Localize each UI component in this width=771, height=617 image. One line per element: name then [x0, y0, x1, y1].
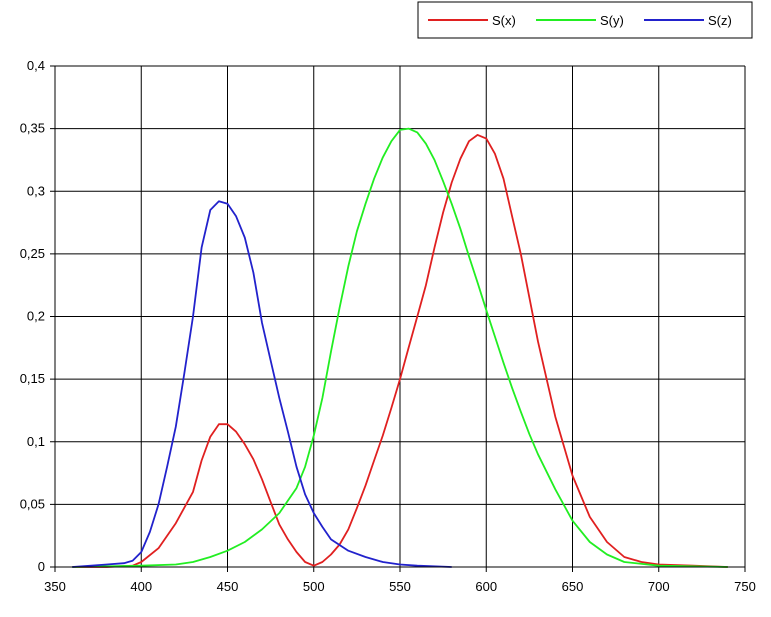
- axes: 350 400 450 500 550 600 650 700 750 0 0,05 0,1 0,15 0…: [20, 58, 756, 594]
- x-tick-label: 450: [217, 579, 239, 594]
- y-tick-label: 0,2: [27, 309, 45, 324]
- x-tick-label: 350: [44, 579, 66, 594]
- y-tick-label: 0,15: [20, 371, 45, 386]
- y-tick-label: 0,25: [20, 246, 45, 261]
- y-tick-label: 0,3: [27, 183, 45, 198]
- y-tick-label: 0,35: [20, 121, 45, 136]
- x-tick-label: 400: [130, 579, 152, 594]
- x-tick-label: 600: [475, 579, 497, 594]
- x-tick-label: 700: [648, 579, 670, 594]
- series-line-sy: [72, 127, 728, 568]
- series-line-sz: [72, 200, 452, 568]
- x-tick-label: 750: [734, 579, 756, 594]
- y-tick-label: 0,1: [27, 434, 45, 449]
- x-tick-label: 650: [562, 579, 584, 594]
- y-tick-label: 0,05: [20, 496, 45, 511]
- legend-label-sz: S(z): [708, 13, 732, 28]
- x-tick-label: 550: [389, 579, 411, 594]
- y-tick-label: 0: [38, 559, 45, 574]
- series-line-sx: [72, 134, 728, 568]
- legend-label-sy: S(y): [600, 13, 624, 28]
- x-tick-label: 500: [303, 579, 325, 594]
- legend: S(x) S(y) S(z): [417, 1, 753, 39]
- plot-area: [54, 65, 746, 568]
- y-tick-label: 0,4: [27, 58, 45, 73]
- legend-label-sx: S(x): [492, 13, 516, 28]
